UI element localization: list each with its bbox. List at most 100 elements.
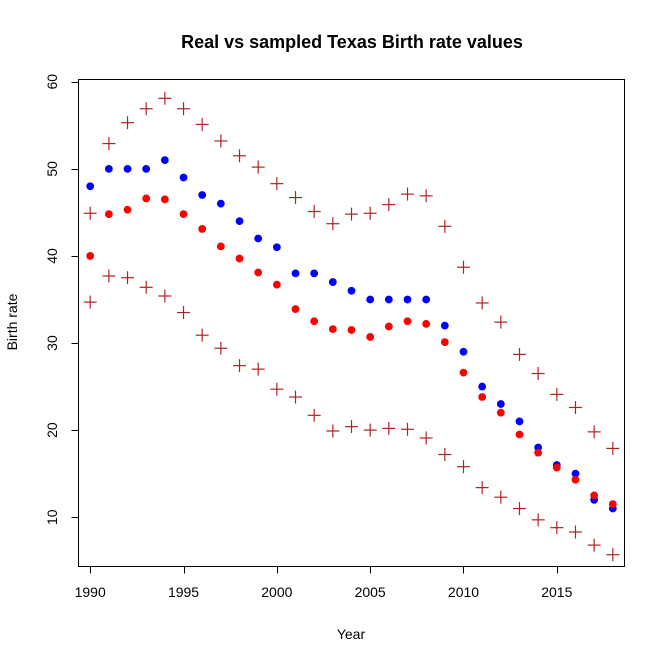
- data-point: [121, 116, 135, 130]
- data-point: [345, 420, 358, 434]
- data-point: [587, 425, 601, 439]
- y-tick-label: 40: [44, 248, 60, 264]
- data-point: [198, 225, 207, 233]
- data-point: [270, 177, 284, 191]
- data-point: [195, 328, 209, 342]
- y-tick-label: 30: [44, 335, 60, 351]
- data-point: [328, 325, 337, 333]
- data-point: [121, 271, 135, 285]
- data-point: [347, 286, 356, 295]
- data-point: [494, 315, 508, 329]
- data-point: [310, 317, 319, 326]
- data-point: [496, 400, 505, 408]
- data-point: [177, 102, 191, 116]
- data-point: [139, 102, 153, 116]
- x-tick-label: 2010: [448, 584, 479, 600]
- data-point: [235, 217, 244, 225]
- data-point: [403, 317, 412, 326]
- data-point: [366, 333, 375, 341]
- data-point: [363, 423, 377, 437]
- y-tick-label: 10: [44, 509, 60, 525]
- data-point: [83, 295, 97, 309]
- data-point: [496, 408, 505, 417]
- data-point: [400, 422, 414, 436]
- data-point: [515, 430, 524, 439]
- data-point: [289, 390, 303, 404]
- data-point: [328, 278, 337, 286]
- data-point: [86, 252, 95, 260]
- data-point: [123, 164, 132, 173]
- data-point: [422, 319, 431, 328]
- y-tick-label: 50: [44, 161, 60, 177]
- series-1: [86, 194, 617, 509]
- data-point: [459, 368, 468, 377]
- data-point: [214, 341, 228, 355]
- data-point: [179, 173, 188, 182]
- data-point: [289, 191, 303, 205]
- data-point: [345, 207, 358, 221]
- x-tick-label: 1995: [168, 584, 199, 600]
- x-tick-label: 2015: [541, 584, 572, 600]
- data-point: [291, 305, 300, 313]
- data-point: [83, 206, 97, 220]
- data-point: [459, 347, 468, 356]
- data-point: [512, 502, 526, 516]
- data-point: [422, 295, 431, 304]
- data-point: [382, 198, 396, 212]
- data-point: [216, 242, 225, 251]
- data-point: [382, 421, 396, 435]
- data-point: [216, 199, 225, 208]
- data-point: [552, 463, 561, 472]
- data-point: [214, 134, 228, 148]
- data-point: [233, 149, 247, 163]
- data-point: [123, 205, 132, 214]
- data-point: [158, 91, 172, 105]
- data-point: [142, 194, 151, 203]
- data-point: [531, 367, 545, 381]
- data-point: [568, 525, 582, 539]
- y-tick-label: 60: [44, 74, 60, 90]
- data-point: [291, 269, 300, 278]
- y-axis: 10 20 30 40 50 60: [44, 74, 79, 525]
- data-point: [307, 408, 321, 422]
- data-point: [104, 210, 113, 219]
- series-3: [83, 269, 620, 562]
- data-point: [233, 359, 247, 373]
- data-point: [384, 295, 393, 304]
- data-point: [86, 182, 95, 191]
- data-point: [440, 338, 449, 347]
- data-point: [307, 205, 321, 219]
- data-point: [272, 243, 281, 252]
- data-point: [254, 234, 263, 243]
- data-point: [139, 280, 153, 294]
- data-point: [198, 191, 207, 199]
- data-point: [550, 387, 564, 401]
- data-point: [363, 206, 377, 220]
- data-point: [102, 269, 116, 283]
- x-tick-label: 1990: [75, 584, 106, 600]
- data-point: [384, 322, 393, 331]
- data-point: [347, 326, 356, 334]
- data-point: [160, 195, 169, 204]
- data-point: [270, 382, 284, 396]
- data-point: [478, 382, 487, 391]
- data-point: [587, 538, 601, 552]
- data-point: [438, 219, 452, 233]
- x-axis: 1990 1995 2000 2005 2010 2015: [75, 566, 573, 600]
- data-point: [195, 117, 209, 131]
- data-point: [606, 548, 620, 562]
- data-marks: [83, 91, 620, 562]
- data-point: [400, 187, 414, 201]
- x-tick-label: 2000: [261, 584, 292, 600]
- data-point: [534, 448, 543, 457]
- data-point: [571, 475, 580, 484]
- series-2: [83, 91, 620, 455]
- data-point: [310, 269, 319, 278]
- data-point: [158, 289, 172, 303]
- data-point: [104, 164, 113, 173]
- data-point: [478, 393, 487, 401]
- data-point: [440, 321, 449, 330]
- y-axis-label: Birth rate: [4, 293, 20, 350]
- data-point: [235, 254, 244, 263]
